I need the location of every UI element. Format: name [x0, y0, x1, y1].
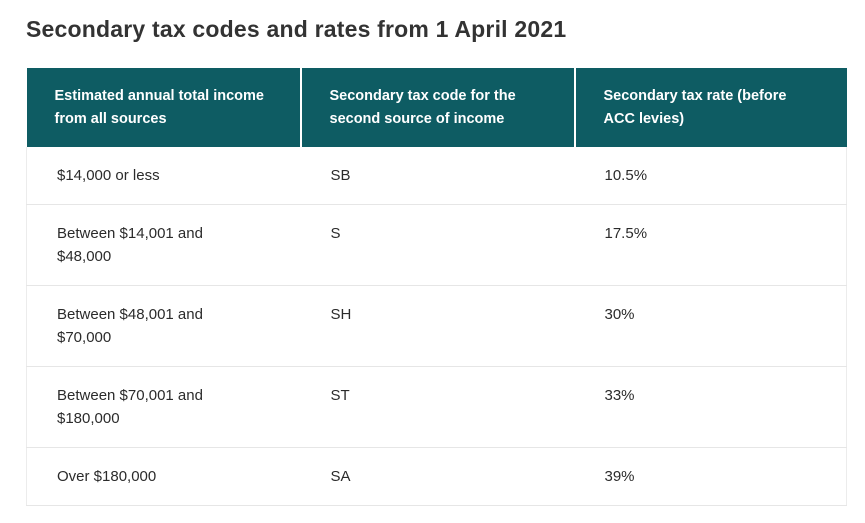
income-cell: Between $48,001 and $70,000 [26, 285, 301, 367]
table-row: Between $14,001 and $48,000 S 17.5% [26, 204, 847, 286]
secondary-tax-table: Estimated annual total income from all s… [26, 68, 847, 506]
table-row: Between $70,001 and $180,000 ST 33% [26, 366, 847, 448]
tax-code-cell: S [300, 204, 575, 286]
tax-rate-cell: 17.5% [574, 204, 847, 286]
table-row: Over $180,000 SA 39% [26, 447, 847, 506]
tax-code-cell: SB [300, 147, 575, 205]
column-header-tax-rate: Secondary tax rate (before ACC levies) [573, 68, 847, 147]
table-body: $14,000 or less SB 10.5% Between $14,001… [26, 147, 847, 506]
column-header-income: Estimated annual total income from all s… [26, 68, 301, 147]
tax-rate-cell: 30% [574, 285, 847, 367]
page-title: Secondary tax codes and rates from 1 Apr… [26, 16, 567, 42]
tax-code-cell: ST [300, 366, 575, 448]
income-cell: Over $180,000 [26, 447, 301, 506]
income-cell: Between $70,001 and $180,000 [26, 366, 301, 448]
tax-code-cell: SA [300, 447, 575, 506]
tax-rate-cell: 33% [574, 366, 847, 448]
column-header-tax-code: Secondary tax code for the second source… [299, 68, 575, 147]
table-row: $14,000 or less SB 10.5% [26, 147, 847, 205]
header-row: Estimated annual total income from all s… [26, 68, 847, 147]
tax-rate-cell: 39% [574, 447, 847, 506]
table-header: Estimated annual total income from all s… [26, 68, 847, 147]
income-cell: Between $14,001 and $48,000 [26, 204, 301, 286]
income-cell: $14,000 or less [26, 147, 301, 205]
tax-code-cell: SH [300, 285, 575, 367]
table-row: Between $48,001 and $70,000 SH 30% [26, 285, 847, 367]
tax-rate-cell: 10.5% [574, 147, 847, 205]
